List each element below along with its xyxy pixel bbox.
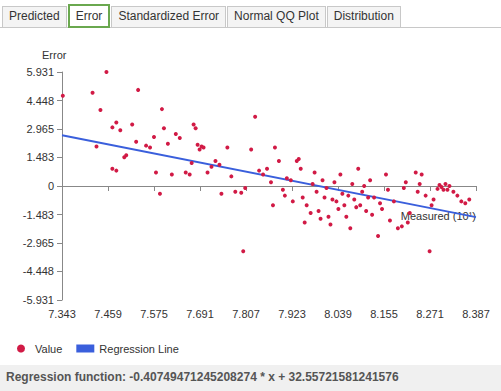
svg-text:4.448: 4.448 <box>26 95 54 107</box>
svg-text:Measured (10¹): Measured (10¹) <box>400 209 476 222</box>
html-text:Normal QQ Plot: Normal QQ Plot <box>234 9 319 23</box>
svg-text:7.923: 7.923 <box>278 308 306 320</box>
html-text:Standardized Error: Standardized Error <box>118 9 220 23</box>
svg-text:5.931: 5.931 <box>26 66 54 78</box>
html-text:Regression function: -0.407494: Regression function: -0.4074947124520827… <box>6 370 399 384</box>
svg-text:8.271: 8.271 <box>416 308 444 320</box>
svg-text:8.387: 8.387 <box>462 308 490 320</box>
html-text:Error: Error <box>75 9 103 23</box>
svg-text:8.155: 8.155 <box>370 308 398 320</box>
svg-text:7.691: 7.691 <box>186 308 214 320</box>
svg-text:Regression Line: Regression Line <box>99 343 179 355</box>
html-text:Predicted: Predicted <box>9 9 60 23</box>
html-text:Distribution: Distribution <box>333 9 394 23</box>
svg-text:2.965: 2.965 <box>26 123 54 135</box>
svg-text:-5.931: -5.931 <box>23 294 54 306</box>
svg-text:-4.448: -4.448 <box>23 265 54 277</box>
svg-text:7.459: 7.459 <box>94 308 122 320</box>
svg-text:Error: Error <box>42 49 67 61</box>
svg-text:Value: Value <box>35 343 62 355</box>
svg-text:8.039: 8.039 <box>324 308 352 320</box>
svg-text:-2.965: -2.965 <box>23 237 54 249</box>
svg-text:1.483: 1.483 <box>26 151 54 163</box>
svg-text:7.343: 7.343 <box>48 308 76 320</box>
svg-text:-1.483: -1.483 <box>23 209 54 221</box>
svg-text:0: 0 <box>48 180 54 192</box>
svg-text:7.575: 7.575 <box>140 308 168 320</box>
svg-text:7.807: 7.807 <box>232 308 260 320</box>
